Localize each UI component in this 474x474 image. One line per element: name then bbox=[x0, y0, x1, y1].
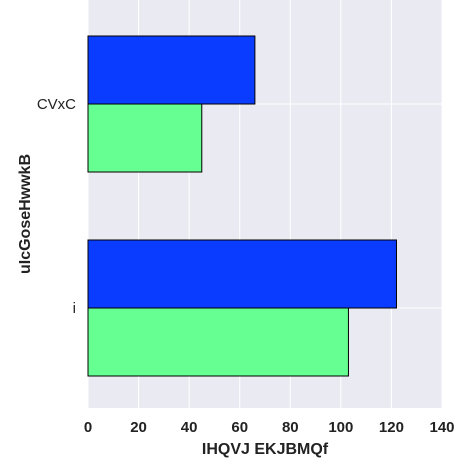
x-tick-label: 60 bbox=[231, 419, 248, 436]
bar-i-series-1 bbox=[88, 240, 396, 308]
x-axis-ticks: 0 20 40 60 80 100 120 140 bbox=[84, 419, 455, 436]
x-tick-label: 0 bbox=[84, 419, 92, 436]
x-tick-label: 120 bbox=[379, 419, 404, 436]
y-axis-ticks: CVxC i bbox=[37, 96, 76, 317]
y-axis-title: uIcGoseHwwkB bbox=[17, 154, 34, 274]
y-tick-label: CVxC bbox=[37, 96, 76, 113]
x-tick-label: 40 bbox=[181, 419, 198, 436]
x-tick-label: 100 bbox=[328, 419, 353, 436]
bar-CVxC-series-1 bbox=[88, 36, 255, 104]
x-tick-label: 140 bbox=[429, 419, 454, 436]
bar-CVxC-series-2 bbox=[88, 104, 202, 172]
y-tick-label: i bbox=[73, 300, 76, 317]
x-axis-title: IHQVJ EKJBMQf bbox=[202, 441, 329, 458]
x-tick-label: 80 bbox=[282, 419, 299, 436]
bar-i-series-2 bbox=[88, 308, 348, 376]
x-tick-label: 20 bbox=[130, 419, 147, 436]
